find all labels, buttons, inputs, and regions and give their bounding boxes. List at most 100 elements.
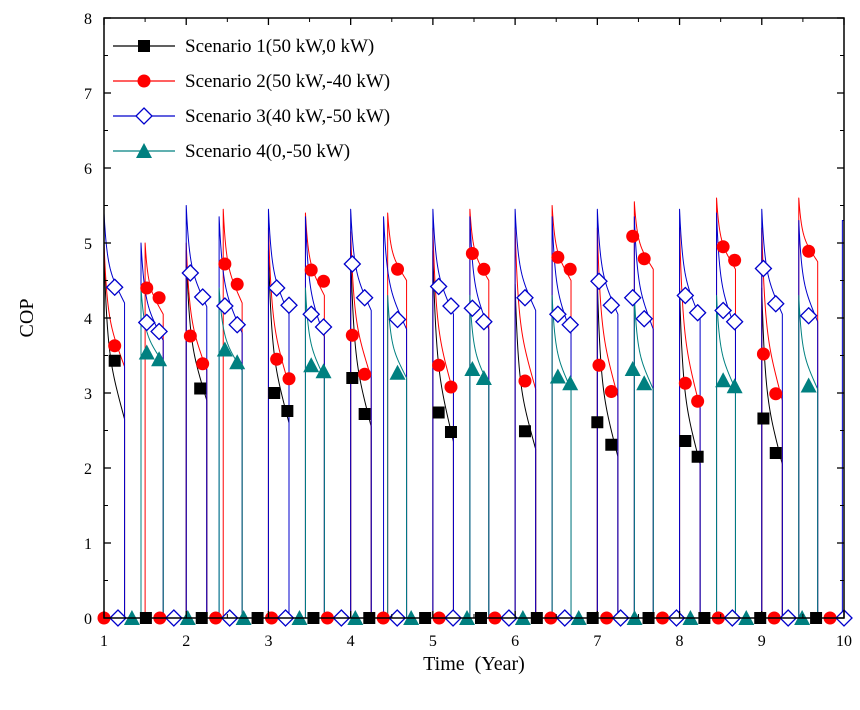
series-line-4 (104, 287, 844, 619)
data-marker-series-4 (726, 378, 743, 394)
data-marker-series-1 (268, 387, 281, 399)
data-marker-series-3 (766, 294, 785, 313)
data-marker-series-2 (756, 347, 770, 361)
legend-label-1: Scenario 1(50 kW,0 kW) (185, 36, 374, 57)
data-marker-series-2 (140, 281, 154, 295)
data-marker-series-1 (518, 425, 531, 438)
data-marker-series-2 (728, 253, 742, 267)
data-marker-series-2 (691, 394, 705, 408)
data-marker-series-3 (267, 279, 286, 297)
x-tick-label: 4 (347, 633, 355, 650)
data-marker-series-4 (562, 375, 579, 391)
data-marker-series-3 (137, 313, 156, 332)
data-marker-series-3 (150, 322, 169, 341)
data-marker-series-1 (432, 406, 445, 419)
data-marker-series-3 (442, 297, 460, 315)
data-marker-series-4 (464, 361, 481, 376)
data-marker-series-3 (623, 288, 642, 307)
data-marker-series-3 (280, 296, 298, 315)
data-marker-series-4 (389, 364, 406, 380)
data-marker-series-1 (281, 405, 294, 417)
data-marker-series-2 (716, 240, 730, 254)
legend-label-2: Scenario 2(50 kW,-40 kW) (185, 71, 390, 92)
data-marker-series-3 (474, 312, 493, 331)
data-marker-series-2 (304, 263, 318, 277)
y-tick-labels: 0 1 2 3 4 5 6 7 8 (84, 11, 92, 628)
data-marker-series-4 (549, 368, 566, 384)
y-tick-label: 4 (84, 311, 92, 328)
data-marker-series-2 (345, 328, 359, 342)
data-marker-series-2 (230, 277, 244, 291)
data-marker-series-2 (769, 387, 783, 401)
data-marker-series-4 (138, 344, 155, 360)
x-tick-label: 10 (836, 633, 852, 650)
x-axis-title: Time (Year) (423, 653, 525, 675)
x-tick-label: 2 (182, 633, 190, 650)
y-tick-label: 1 (84, 536, 92, 553)
x-tick-label: 3 (264, 633, 272, 650)
x-tick-label: 8 (676, 633, 684, 650)
data-marker-series-3 (548, 305, 567, 324)
data-marker-series-2 (802, 244, 816, 258)
data-marker-series-2 (465, 247, 479, 260)
data-marker-series-2 (637, 252, 651, 266)
data-marker-series-1 (605, 438, 618, 451)
data-marker-series-3 (688, 303, 707, 322)
data-marker-series-4 (303, 357, 320, 373)
data-marker-series-4 (800, 377, 817, 393)
data-marker-series-2 (678, 376, 692, 390)
data-marker-series-1 (679, 435, 692, 447)
data-marker-series-2 (444, 380, 458, 394)
data-marker-series-2 (391, 262, 405, 276)
data-marker-series-3 (561, 315, 580, 334)
data-marker-series-2 (592, 358, 606, 372)
data-marker-series-1 (358, 408, 371, 420)
data-marker-series-3 (635, 309, 654, 328)
data-marker-series-4 (715, 372, 732, 388)
data-marker-series-4 (216, 341, 233, 357)
y-tick-label: 7 (84, 86, 92, 103)
data-marker-series-2 (477, 262, 491, 276)
data-marker-series-2 (518, 374, 532, 388)
data-marker-series-3 (355, 288, 374, 307)
data-marker-series-4 (624, 361, 641, 376)
data-marker-series-3 (516, 288, 534, 307)
data-marker-series-2 (196, 357, 210, 371)
legend-label-3: Scenario 3(40 kW,-50 kW) (185, 106, 390, 127)
legend: Scenario 1(50 kW,0 kW) Scenario 2(50 kW,-… (113, 36, 390, 162)
data-marker-series-3 (799, 306, 818, 325)
y-tick-label: 8 (84, 11, 92, 28)
data-marker-series-3 (215, 297, 234, 315)
data-marker-series-2 (563, 262, 577, 276)
y-tick-label: 0 (84, 611, 92, 628)
data-marker-series-2 (432, 358, 446, 372)
data-marker-series-1 (346, 372, 359, 384)
data-marker-series-2 (317, 274, 331, 288)
data-marker-series-3 (302, 305, 321, 324)
y-tick-label: 5 (84, 236, 92, 253)
data-marker-series-4 (475, 370, 492, 385)
data-marker-series-2 (358, 367, 372, 381)
data-marker-series-2 (108, 339, 122, 353)
y-tick-label: 2 (84, 461, 92, 478)
x-tick-label: 7 (593, 633, 601, 650)
data-marker-series-3 (105, 278, 124, 297)
data-marker-series-3 (181, 264, 200, 282)
series-line-3 (103, 205, 845, 619)
data-marker-series-3 (228, 315, 247, 334)
x-tick-labels: 1 2 3 4 5 6 7 8 9 10 (100, 633, 852, 650)
data-marker-series-2 (218, 257, 232, 271)
data-marker-series-2 (152, 291, 166, 305)
data-marker-series-2 (282, 372, 296, 386)
data-markers (105, 229, 818, 463)
data-marker-series-3 (429, 277, 448, 296)
data-marker-series-3 (676, 286, 695, 305)
data-marker-series-3 (714, 301, 733, 320)
data-marker-series-3 (463, 299, 482, 318)
data-marker-series-3 (754, 259, 773, 278)
data-marker-series-2 (183, 329, 197, 343)
data-marker-series-1 (194, 382, 207, 395)
data-marker-series-1 (691, 450, 704, 463)
x-tick-label: 6 (511, 633, 519, 650)
